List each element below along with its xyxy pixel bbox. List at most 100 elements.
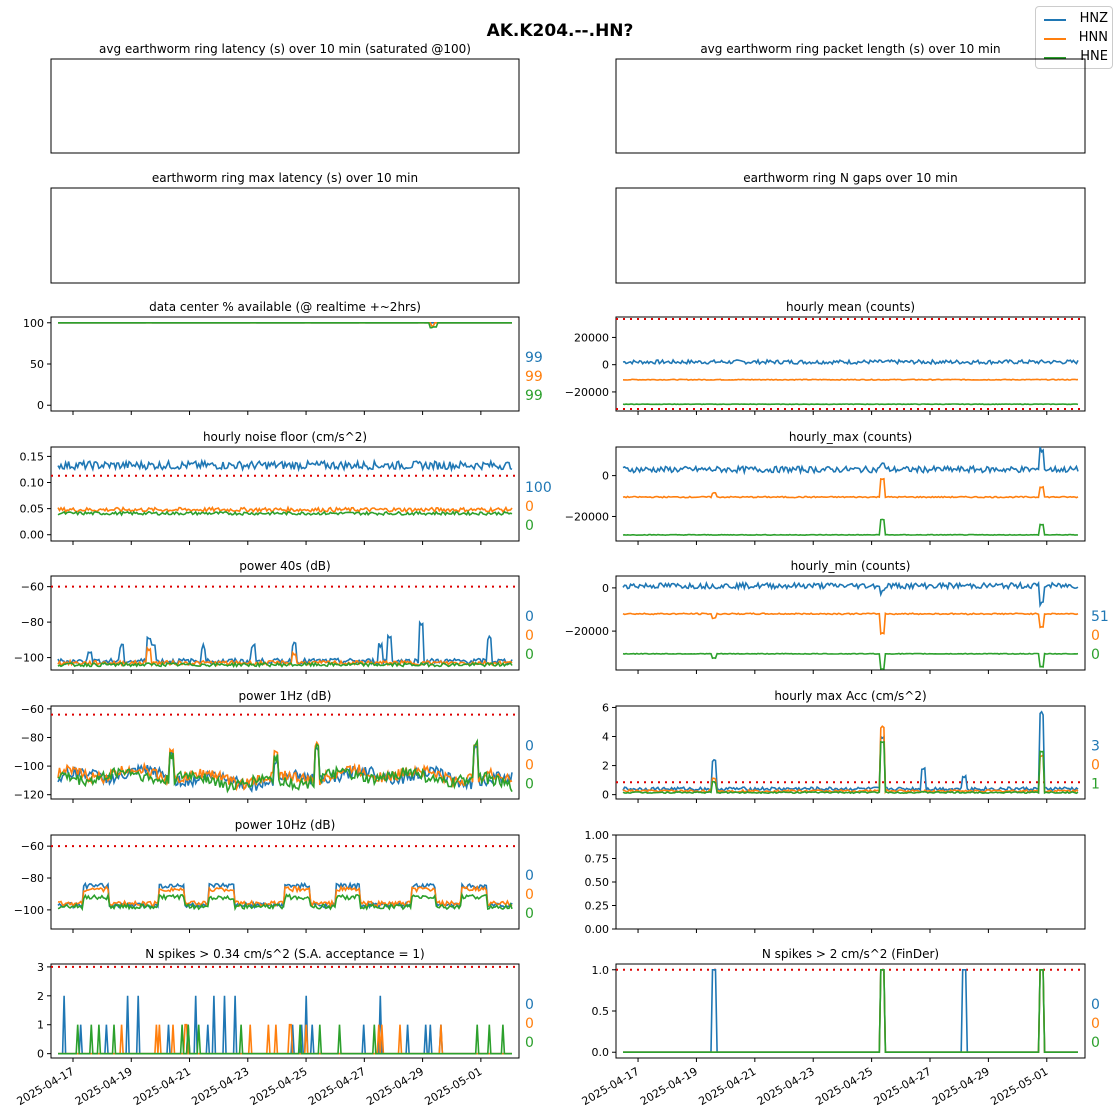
- y-tick-label: 2: [602, 760, 609, 773]
- legend-swatch-hnn: [1044, 38, 1066, 40]
- y-tick-label: 4: [602, 731, 609, 744]
- y-tick-label: −100: [14, 760, 44, 773]
- y-tick-label: −60: [21, 840, 44, 853]
- series-line-hne: [58, 322, 512, 329]
- y-tick-label: 0.00: [20, 529, 45, 542]
- stat-hnz: 3: [1091, 739, 1100, 755]
- x-tick-label: 2025-04-21: [696, 1065, 758, 1108]
- panel-p12: power 10Hz (dB) −100 −80 −60 0 0 0: [14, 818, 534, 933]
- y-tick-label: 1.00: [585, 829, 610, 842]
- y-tick-label: 0.50: [585, 876, 610, 889]
- y-tick-label: 0.10: [20, 477, 45, 490]
- stat-hnz: 0: [525, 868, 534, 884]
- y-tick-label: 50: [30, 358, 44, 371]
- stat-hnz: 0: [525, 609, 534, 625]
- y-tick-label: 3: [37, 961, 44, 974]
- y-tick-label: 0.0: [592, 1046, 610, 1059]
- y-tick-label: −20000: [565, 625, 609, 638]
- series-line-hnz: [622, 358, 1079, 366]
- panel-frame: [50, 316, 520, 412]
- panel-p5: hourly mean (counts) −20000 0 20000: [565, 300, 1086, 415]
- panel-p2: earthworm ring max latency (s) over 10 m…: [50, 171, 520, 284]
- stat-hnz: 0: [1091, 997, 1100, 1013]
- series-line-hne: [622, 740, 1079, 795]
- legend-swatch-hnz: [1044, 19, 1066, 21]
- series-line-hnz: [622, 446, 1079, 476]
- panel-p4: data center % available (@ realtime +~2h…: [23, 300, 543, 415]
- x-tick-label: 2025-04-23: [755, 1065, 817, 1108]
- y-tick-label: −100: [14, 904, 44, 917]
- series-line-hnn: [57, 740, 513, 792]
- panel-title: hourly_min (counts): [791, 559, 911, 573]
- y-tick-label: 100: [23, 317, 44, 330]
- series-line-hne: [58, 1024, 512, 1055]
- stat-hne: 0: [525, 518, 534, 534]
- stat-hnz: 100: [525, 480, 552, 496]
- x-tick-label: 2025-04-27: [872, 1065, 934, 1108]
- y-tick-label: −120: [14, 789, 44, 802]
- series-line-hne: [622, 518, 1079, 537]
- panel-p1: avg earthworm ring packet length (s) ove…: [615, 42, 1086, 154]
- panel-title: data center % available (@ realtime +~2h…: [149, 300, 421, 314]
- series-line-hnn: [57, 505, 513, 514]
- y-tick-label: 0.75: [585, 853, 610, 866]
- panel-title: power 40s (dB): [239, 559, 330, 573]
- series-line-hne: [57, 661, 513, 669]
- y-tick-label: 0: [602, 470, 609, 483]
- stat-hnn: 0: [525, 887, 534, 903]
- panel-title: earthworm ring N gaps over 10 min: [743, 171, 957, 185]
- legend-entry-hne: HNE: [1044, 49, 1108, 67]
- panel-title: avg earthworm ring packet length (s) ove…: [700, 42, 1000, 56]
- panel-p13: 0.00 0.25 0.50 0.75 1.00: [585, 829, 1086, 936]
- y-tick-label: 20000: [574, 331, 609, 344]
- y-tick-label: 0: [602, 789, 609, 802]
- panel-frame: [615, 446, 1086, 542]
- stat-hnn: 0: [1091, 628, 1100, 644]
- series-line-hne: [622, 652, 1079, 670]
- panel-title: hourly noise floor (cm/s^2): [203, 430, 367, 444]
- panel-title: hourly_max (counts): [789, 430, 912, 444]
- panel-title: power 10Hz (dB): [235, 818, 336, 832]
- panel-title: N spikes > 0.34 cm/s^2 (S.A. acceptance …: [145, 947, 424, 961]
- series-line-hnz: [622, 580, 1079, 609]
- panel-p6: hourly noise floor (cm/s^2) 0.00 0.05 0.10 0…: [20, 430, 552, 545]
- series-line-hnz: [57, 619, 513, 667]
- x-tick-label: 2025-04-23: [189, 1065, 251, 1108]
- y-tick-label: 0.15: [20, 450, 45, 463]
- panel-frame: [615, 705, 1086, 800]
- panel-p7: hourly_max (counts) −20000 0: [565, 430, 1086, 545]
- panel-title: power 1Hz (dB): [239, 689, 332, 703]
- panel-p14: N spikes > 0.34 cm/s^2 (S.A. acceptance …: [15, 947, 534, 1108]
- y-tick-label: −100: [14, 652, 44, 665]
- x-tick-label: 2025-04-19: [638, 1065, 700, 1108]
- legend-label-hne: HNE: [1080, 49, 1108, 64]
- series-line-hnz: [58, 995, 512, 1055]
- panel-frame: [615, 187, 1086, 284]
- panel-p8: power 40s (dB) −100 −80 −60 0 0 0: [14, 559, 534, 674]
- panel-frame: [615, 58, 1086, 154]
- x-tick-label: 2025-04-25: [813, 1065, 875, 1108]
- x-tick-label: 2025-04-19: [73, 1065, 135, 1108]
- legend-label-hnz: HNZ: [1079, 11, 1108, 26]
- legend-swatch-hne: [1044, 57, 1066, 59]
- series-line-hnn: [623, 969, 1078, 1053]
- stat-hnn: 0: [525, 499, 534, 515]
- panel-frame: [50, 705, 520, 800]
- x-tick-label: 2025-05-01: [422, 1065, 484, 1108]
- series-line-hnn: [622, 378, 1079, 381]
- panel-title: N spikes > 2 cm/s^2 (FinDer): [762, 947, 939, 961]
- stat-hne: 0: [525, 647, 534, 663]
- series-line-hnz: [623, 969, 1078, 1053]
- panel-frame: [615, 316, 1086, 412]
- stat-hne: 0: [525, 777, 534, 793]
- stat-hnn: 0: [525, 1016, 534, 1032]
- stat-hnn: 0: [525, 758, 534, 774]
- y-tick-label: 0.05: [20, 503, 45, 516]
- legend-entry-hnz: HNZ: [1044, 11, 1108, 29]
- legend-entry-hnn: HNN: [1044, 30, 1108, 48]
- stat-hnn: 99: [525, 369, 543, 385]
- panel-frame: [50, 187, 520, 284]
- x-tick-label: 2025-04-29: [364, 1065, 426, 1108]
- y-tick-label: −20000: [565, 510, 609, 523]
